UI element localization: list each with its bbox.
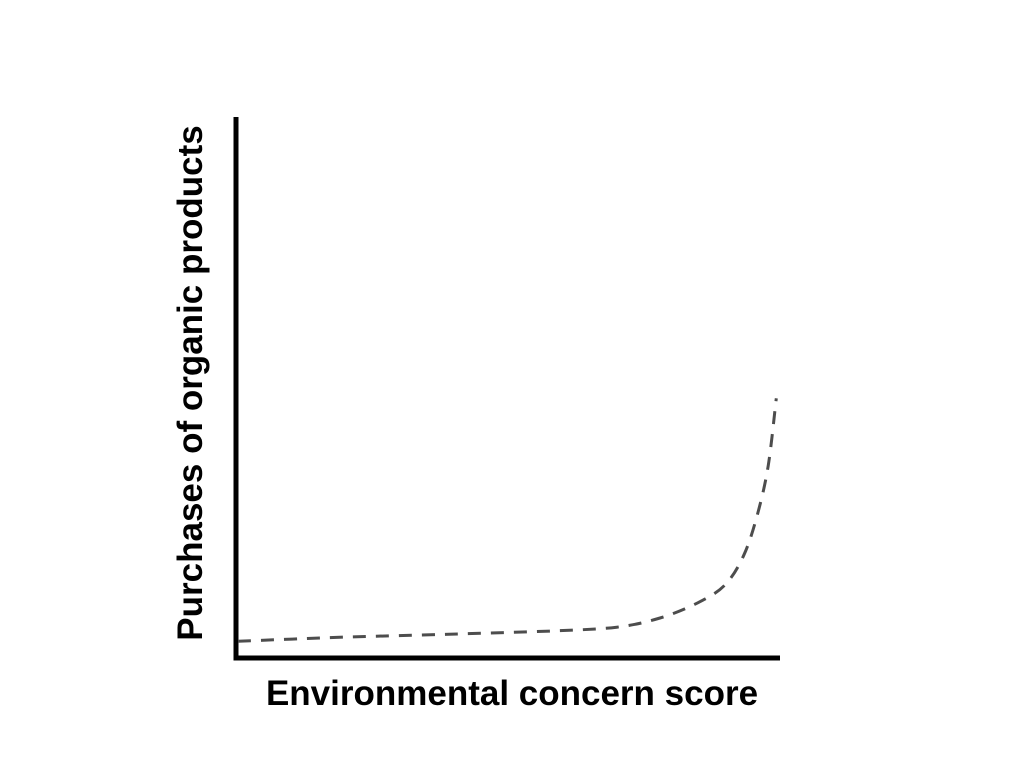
x-axis-label: Environmental concern score [265,674,759,713]
trend-curve [237,398,778,643]
y-axis-label: Purchases of organic products [171,125,210,641]
